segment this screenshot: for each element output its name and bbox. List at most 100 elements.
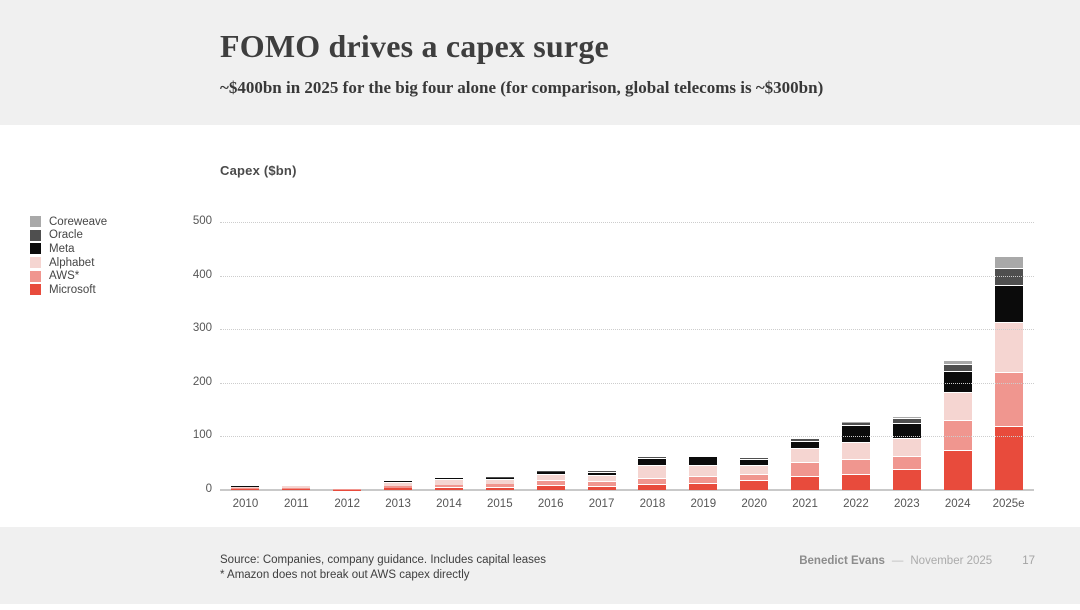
stacked-bar-2013: [384, 481, 413, 490]
segment-Microsoft-2020: [740, 479, 769, 490]
credit-date: November 2025: [910, 555, 993, 567]
segment-AWS-2024: [943, 419, 972, 450]
stacked-bar-2019: [689, 455, 718, 490]
legend-label: Coreweave: [49, 215, 108, 228]
x-axis-labels: 2010 2011 2012 2013 2014 2015 2016 2017 2018 2019…: [220, 498, 1034, 510]
segment-Oracle-2016: [536, 471, 565, 472]
credit-line: Benedict Evans — November 2025 17: [799, 555, 1035, 567]
bar-slot-2018: [627, 222, 678, 490]
segment-Microsoft-2023: [892, 469, 921, 490]
stacked-bar-2015: [485, 477, 514, 490]
dash-separator: —: [891, 555, 904, 567]
segment-Meta-2023: [892, 423, 921, 439]
segment-Oracle-2021: [791, 439, 820, 441]
y-tick-400: 400: [192, 268, 212, 281]
segment-Alphabet-2015: [485, 479, 514, 485]
legend-item-Coreweave: Coreweave: [30, 215, 107, 229]
gridline-400: [220, 275, 1034, 277]
gridline-200: [220, 382, 1034, 384]
segment-Alphabet-2014: [434, 479, 463, 485]
legend-swatch-icon: [30, 257, 41, 269]
segment-AWS-2011: [282, 488, 311, 489]
segment-Microsoft-2025e: [994, 425, 1023, 490]
segment-Alphabet-2018: [638, 465, 667, 479]
segment-AWS-2017: [587, 480, 616, 486]
x-tick-2023: 2023: [894, 498, 920, 510]
stacked-bar-2016: [536, 471, 565, 490]
segment-Alphabet-2023: [892, 438, 921, 457]
stacked-bar-2010: [231, 486, 260, 490]
gridline-300: [220, 329, 1034, 331]
segment-Meta-2024: [943, 370, 972, 392]
footer-band: [0, 527, 1080, 604]
segment-Microsoft-2010: [231, 488, 260, 490]
source-line-1: Source: Companies, company guidance. Inc…: [220, 554, 547, 566]
segment-Microsoft-2013: [384, 487, 413, 490]
legend-item-Meta: Meta: [30, 242, 107, 256]
stacked-bar-2012: [333, 488, 362, 490]
segment-Alphabet-2016: [536, 474, 565, 480]
stacked-bar-2025e: [994, 255, 1023, 490]
bar-slot-2023: [881, 222, 932, 490]
segment-AWS-2018: [638, 478, 667, 484]
segment-AWS-2019: [689, 476, 718, 483]
segment-Coreweave-2024: [943, 359, 972, 365]
segment-Meta-2015: [485, 477, 514, 480]
segment-Alphabet-2013: [384, 482, 413, 486]
legend-swatch-icon: [30, 270, 41, 282]
segment-Oracle-2020: [740, 457, 769, 459]
source-line-2: * Amazon does not break out AWS capex di…: [220, 569, 470, 581]
bar-slot-2020: [729, 222, 780, 490]
segment-Meta-2018: [638, 457, 667, 466]
segment-Meta-2016: [536, 471, 565, 475]
x-tick-2010: 2010: [232, 498, 259, 510]
legend-label: Meta: [49, 242, 75, 255]
stacked-bar-2022: [841, 422, 870, 490]
bar-slot-2016: [525, 222, 576, 490]
legend-swatch-icon: [30, 243, 41, 255]
segment-Microsoft-2024: [943, 449, 972, 490]
segment-Coreweave-2022: [841, 422, 870, 424]
segment-Microsoft-2018: [638, 483, 667, 490]
segment-Coreweave-2025e: [994, 255, 1023, 269]
bar-slot-2019: [678, 222, 729, 490]
segment-Alphabet-2025e: [994, 322, 1023, 373]
legend-swatch-icon: [30, 216, 41, 228]
gridline-100: [220, 436, 1034, 438]
segment-Oracle-2019: [689, 455, 718, 457]
segment-Alphabet-2024: [943, 391, 972, 420]
bar-slot-2022: [831, 222, 882, 490]
segment-AWS-2020: [740, 473, 769, 480]
segment-Coreweave-2023: [892, 416, 921, 419]
segment-AWS-2014: [434, 484, 463, 488]
y-tick-500: 500: [192, 215, 212, 227]
segment-Oracle-2023: [892, 418, 921, 424]
x-tick-2020: 2020: [741, 498, 767, 510]
legend-label: AWS*: [49, 270, 80, 283]
stacked-bar-2011: [282, 486, 311, 490]
bar-slot-2025e: [983, 222, 1034, 490]
y-tick-100: 100: [192, 429, 212, 442]
author-name: Benedict Evans: [799, 555, 885, 567]
x-tick-2022: 2022: [843, 498, 869, 510]
segment-Microsoft-2021: [791, 476, 820, 490]
legend-swatch-icon: [30, 229, 41, 241]
segment-Oracle-2022: [841, 423, 870, 426]
x-tick-2017: 2017: [588, 498, 615, 510]
chart-legend: Coreweave Oracle Meta Alphabet AWS* Microsoft: [30, 215, 107, 297]
bar-slot-2013: [373, 222, 424, 490]
stacked-bar-2024: [943, 359, 972, 490]
segment-Meta-2021: [791, 440, 820, 449]
legend-label: Alphabet: [49, 256, 95, 269]
bar-slot-2014: [424, 222, 475, 490]
x-tick-2019: 2019: [690, 498, 717, 510]
bar-slot-2015: [474, 222, 525, 490]
segment-Meta-2014: [434, 478, 463, 480]
plot-area: [220, 222, 1034, 491]
segment-AWS-2021: [791, 461, 820, 477]
segment-AWS-2023: [892, 456, 921, 470]
legend-label: Oracle: [49, 229, 83, 242]
segment-Alphabet-2017: [587, 474, 616, 481]
segment-Alphabet-2012: [333, 488, 362, 490]
